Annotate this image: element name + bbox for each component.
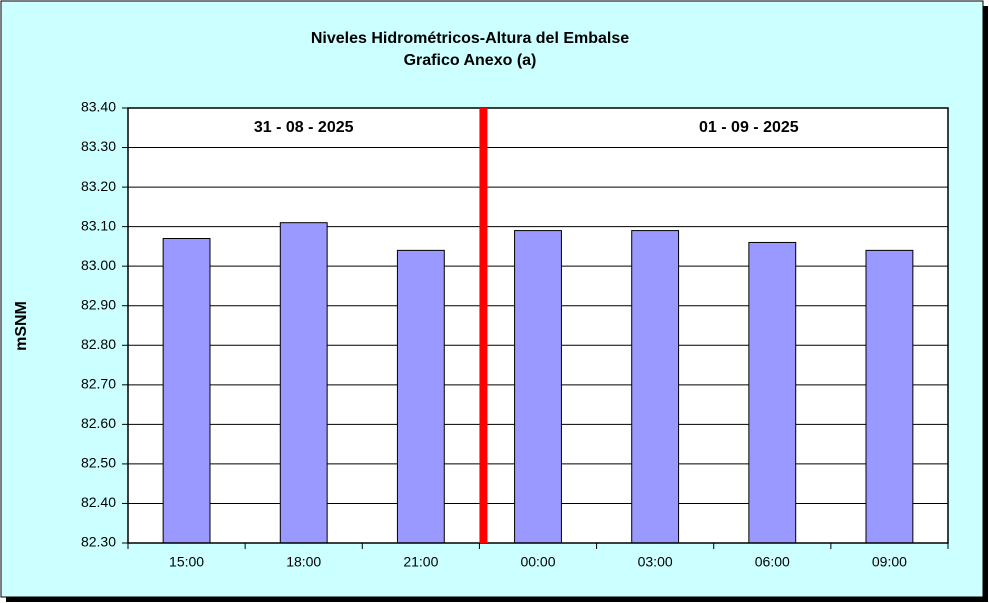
- y-tick-label: 82.40: [81, 494, 116, 510]
- bar: [514, 230, 562, 544]
- x-tick-label: 09:00: [872, 554, 907, 570]
- x-tick-label: 06:00: [755, 554, 790, 570]
- y-axis-label: mSNM: [13, 301, 30, 351]
- y-tick-label: 82.60: [81, 415, 116, 431]
- y-tick-label: 83.40: [81, 99, 116, 115]
- chart-title: Niveles Hidrométricos-Altura del Embalse: [311, 30, 629, 47]
- y-tick-label: 83.20: [81, 178, 116, 194]
- date-annotation: 31 - 08 - 2025: [254, 119, 354, 136]
- y-tick-label: 82.80: [81, 336, 116, 352]
- y-tick-label: 82.70: [81, 376, 116, 392]
- y-tick-label: 83.10: [81, 217, 116, 233]
- y-tick-label: 82.90: [81, 296, 116, 312]
- plot-border: [127, 107, 949, 544]
- y-tick-label: 83.30: [81, 138, 116, 154]
- x-tick-label: 21:00: [403, 554, 438, 570]
- x-tick-label: 03:00: [638, 554, 673, 570]
- bar: [162, 238, 211, 544]
- date-annotation: 01 - 09 - 2025: [699, 119, 799, 136]
- x-tick-label: 18:00: [286, 554, 321, 570]
- y-tick-label: 83.00: [81, 257, 116, 273]
- y-tick-label: 82.50: [81, 455, 116, 471]
- bar: [748, 241, 797, 544]
- x-tick-label: 00:00: [520, 554, 555, 570]
- y-tick-label: 82.30: [81, 534, 116, 550]
- bar: [631, 230, 680, 544]
- chart-subtitle: Grafico Anexo (a): [404, 52, 537, 69]
- bar: [279, 222, 328, 544]
- bar: [865, 249, 914, 544]
- x-tick-label: 15:00: [169, 554, 204, 570]
- bar: [396, 249, 445, 544]
